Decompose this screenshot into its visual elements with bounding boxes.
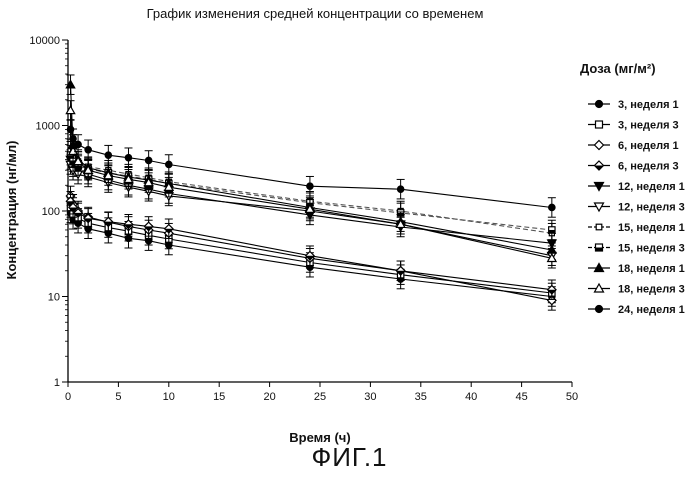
data-point bbox=[75, 141, 81, 147]
y-tick-label: 10000 bbox=[29, 35, 60, 47]
legend-label: 18, неделя 3 bbox=[618, 284, 685, 296]
x-tick-label: 20 bbox=[263, 391, 275, 403]
data-point bbox=[549, 204, 555, 210]
legend-label: 6, неделя 1 bbox=[618, 140, 679, 152]
legend-marker bbox=[596, 121, 603, 128]
chart-title: График изменения средней концентрации со… bbox=[147, 6, 484, 21]
data-point bbox=[307, 183, 313, 189]
legend-marker-fill bbox=[596, 248, 603, 252]
legend-label: 3, неделя 3 bbox=[618, 120, 679, 132]
legend-marker bbox=[596, 306, 603, 313]
data-point bbox=[105, 152, 111, 158]
x-tick-label: 35 bbox=[415, 391, 427, 403]
x-tick-label: 15 bbox=[213, 391, 225, 403]
y-tick-label: 1000 bbox=[36, 121, 60, 133]
legend-marker bbox=[595, 141, 604, 150]
y-tick-label: 10 bbox=[48, 292, 60, 304]
y-tick-label: 100 bbox=[42, 206, 60, 218]
plot-area bbox=[66, 75, 556, 310]
legend-label: 15, неделя 3 bbox=[618, 243, 685, 255]
legend: 3, неделя 1 3, неделя 3 6, неделя 1 6, неде… bbox=[588, 99, 685, 316]
legend-label: 12, неделя 1 bbox=[618, 181, 685, 193]
legend-marker bbox=[596, 224, 602, 230]
legend-label: 15, неделя 1 bbox=[618, 222, 685, 234]
x-tick-label: 0 bbox=[65, 391, 71, 403]
legend-title: Доза (мг/м²) bbox=[580, 61, 656, 76]
y-tick-label: 1 bbox=[54, 377, 60, 389]
x-tick-label: 30 bbox=[364, 391, 376, 403]
x-tick-label: 50 bbox=[566, 391, 578, 403]
x-tick-label: 5 bbox=[115, 391, 121, 403]
x-tick-label: 25 bbox=[314, 391, 326, 403]
data-point bbox=[70, 136, 76, 142]
data-point bbox=[145, 157, 151, 163]
data-point-fill bbox=[549, 230, 555, 233]
data-point bbox=[397, 186, 403, 192]
data-point bbox=[85, 147, 91, 153]
x-tick-label: 10 bbox=[163, 391, 175, 403]
legend-marker-fill bbox=[595, 166, 604, 171]
figure-label: ФИГ.1 bbox=[0, 442, 699, 473]
legend-label: 12, неделя 3 bbox=[618, 202, 685, 214]
x-tick-label: 45 bbox=[515, 391, 527, 403]
data-point bbox=[166, 161, 172, 167]
x-tick-label: 40 bbox=[465, 391, 477, 403]
legend-label: 6, неделя 3 bbox=[618, 161, 679, 173]
data-point bbox=[125, 155, 131, 161]
legend-label: 18, неделя 1 bbox=[618, 263, 685, 275]
legend-label: 24, неделя 1 bbox=[618, 304, 685, 316]
series-7 bbox=[67, 141, 556, 242]
legend-marker bbox=[596, 101, 603, 108]
series-9 bbox=[66, 75, 556, 260]
y-axis-label: Концентрация (нг/мл) bbox=[4, 141, 19, 280]
legend-label: 3, неделя 1 bbox=[618, 99, 679, 111]
axes: 0 5 10 15 20 25 30 35 40 45 50 1 10 100 1000 10000 bbox=[29, 35, 578, 403]
